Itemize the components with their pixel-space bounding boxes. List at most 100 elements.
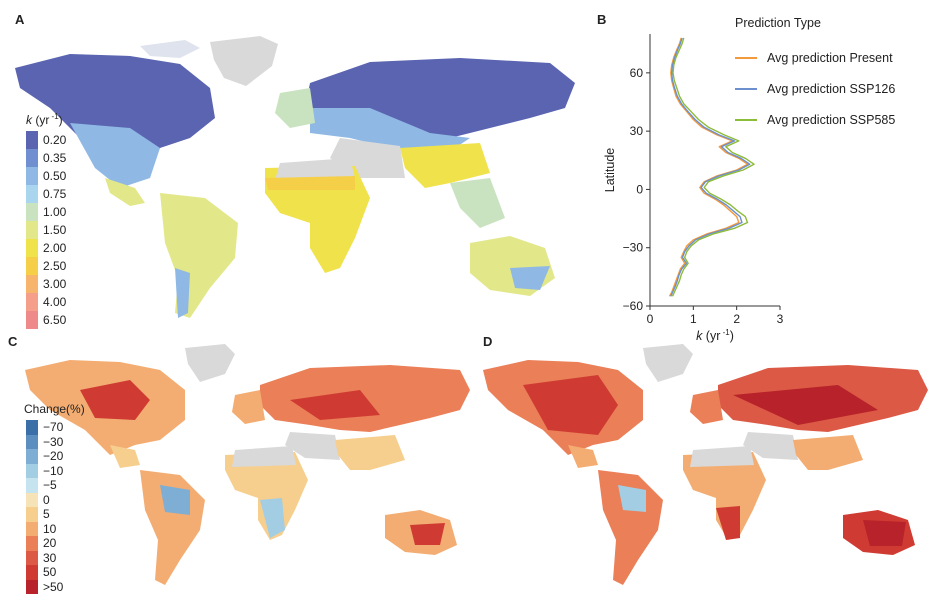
- legend-change-row: −5: [26, 478, 85, 493]
- legend-k-swatch: [26, 203, 38, 221]
- chart-legend-swatch: [735, 118, 757, 121]
- y-tick-label: −60: [623, 299, 644, 313]
- chart-legend-swatch: [735, 87, 757, 90]
- legend-k-title: k (yr -1): [26, 112, 63, 127]
- legend-k-row: 0.35: [26, 149, 66, 167]
- legend-change-swatch: [26, 550, 38, 565]
- legend-k-swatch: [26, 293, 38, 311]
- legend-k-label: 0.50: [43, 169, 67, 183]
- legend-change-row: −20: [26, 449, 85, 464]
- legend-k-label: 1.50: [43, 223, 67, 237]
- panel-label-c: C: [8, 334, 18, 349]
- legend-k-row: 4.00: [26, 293, 66, 311]
- legend-k-swatch: [26, 185, 38, 203]
- series-line-1: [670, 37, 751, 297]
- legend-change-swatch: [26, 449, 38, 464]
- legend-k-row: 0.50: [26, 167, 66, 185]
- legend-change-label: >50: [43, 579, 64, 594]
- legend-change-swatch: [26, 507, 38, 522]
- y-axis-label: Latitude: [603, 148, 617, 193]
- legend-k-label: 0.75: [43, 187, 67, 201]
- legend-k-row: 0.20: [26, 131, 66, 149]
- legend-change-row: 5: [26, 507, 85, 522]
- x-tick-label: 0: [647, 312, 654, 326]
- legend-change-row: >50: [26, 579, 85, 594]
- legend-k-swatch: [26, 221, 38, 239]
- legend-k-row: 3.00: [26, 275, 66, 293]
- world-map-change-ssp585: [483, 344, 928, 585]
- series-line-2: [671, 37, 755, 297]
- chart-legend-item: Avg prediction Present: [735, 42, 895, 73]
- legend-change-label: 30: [43, 550, 57, 565]
- legend-change-swatch: [26, 463, 38, 478]
- legend-k-swatch: [26, 275, 38, 293]
- y-tick-label: −30: [623, 241, 644, 255]
- chart-legend: Prediction Type Avg prediction Present Av…: [735, 16, 895, 135]
- legend-k-row: 1.00: [26, 203, 66, 221]
- legend-change-label: −70: [43, 420, 64, 435]
- legend-k-row: 1.50: [26, 221, 66, 239]
- legend-change-row: 50: [26, 565, 85, 580]
- legend-change-label: 50: [43, 565, 57, 580]
- legend-change-row: 0: [26, 492, 85, 507]
- chart-legend-label: Avg prediction SSP585: [767, 112, 896, 127]
- legend-k-row: 0.75: [26, 185, 66, 203]
- legend-change-swatch: [26, 565, 38, 580]
- panel-label-d: D: [483, 334, 493, 349]
- chart-legend-item: Avg prediction SSP585: [735, 104, 895, 135]
- legend-k-row: 2.00: [26, 239, 66, 257]
- legend-change-label: −10: [43, 463, 64, 478]
- y-tick-label: 30: [630, 124, 644, 138]
- x-tick-label: 2: [733, 312, 740, 326]
- legend-k-row: 6.50: [26, 311, 66, 329]
- legend-k-label: 6.50: [43, 313, 67, 327]
- legend-change-swatch: [26, 579, 38, 594]
- panel-label-b: B: [597, 12, 607, 27]
- legend-change-swatch: [26, 434, 38, 449]
- legend-k-swatch: [26, 311, 38, 329]
- legend-change-row: −70: [26, 420, 85, 435]
- legend-k-label: 0.35: [43, 151, 67, 165]
- legend-k-label: 4.00: [43, 295, 67, 309]
- chart-legend-label: Avg prediction SSP126: [767, 81, 896, 96]
- legend-change-label: 0: [43, 492, 50, 507]
- legend-change-label: 20: [43, 536, 57, 551]
- legend-change-label: −20: [43, 449, 64, 464]
- chart-legend-title: Prediction Type: [735, 16, 821, 30]
- legend-change-label: 5: [43, 507, 50, 522]
- legend-change-swatch: [26, 478, 38, 493]
- legend-change-row: −30: [26, 434, 85, 449]
- y-tick-label: 60: [630, 66, 644, 80]
- x-tick-label: 3: [777, 312, 784, 326]
- legend-change-row: 10: [26, 521, 85, 536]
- legend-k-row: 2.50: [26, 257, 66, 275]
- y-tick-label: 0: [636, 182, 643, 196]
- legend-change-row: −10: [26, 463, 85, 478]
- legend-change-row: 30: [26, 550, 85, 565]
- legend-k-swatch: [26, 257, 38, 275]
- legend-change-label: 10: [43, 521, 57, 536]
- legend-k-label: 2.50: [43, 259, 67, 273]
- legend-k-label: 3.00: [43, 277, 67, 291]
- x-tick-label: 1: [690, 312, 697, 326]
- legend-change-row: 20: [26, 536, 85, 551]
- legend-k-swatch: [26, 149, 38, 167]
- legend-k-label: 1.00: [43, 205, 67, 219]
- legend-change: Change(%) −70 −30 −20 −10 −5 0 5 10 20 30 50 >50: [24, 402, 85, 594]
- world-map-k-present: [15, 36, 575, 318]
- legend-change-swatch: [26, 521, 38, 536]
- legend-change-label: −5: [43, 478, 57, 493]
- legend-k-swatch: [26, 239, 38, 257]
- legend-k-swatch: [26, 167, 38, 185]
- world-map-change-ssp126: [25, 344, 470, 585]
- legend-change-swatch: [26, 536, 38, 551]
- legend-change-swatch: [26, 420, 38, 435]
- legend-k-label: 2.00: [43, 241, 67, 255]
- legend-k: k (yr -1) 0.20 0.35 0.50 0.75 1.00 1.50 2.00 2.…: [26, 112, 66, 329]
- legend-k-label: 0.20: [43, 133, 67, 147]
- panel-label-a: A: [15, 12, 25, 27]
- legend-change-label: −30: [43, 434, 64, 449]
- chart-legend-swatch: [735, 56, 757, 59]
- legend-change-title: Change(%): [24, 402, 85, 416]
